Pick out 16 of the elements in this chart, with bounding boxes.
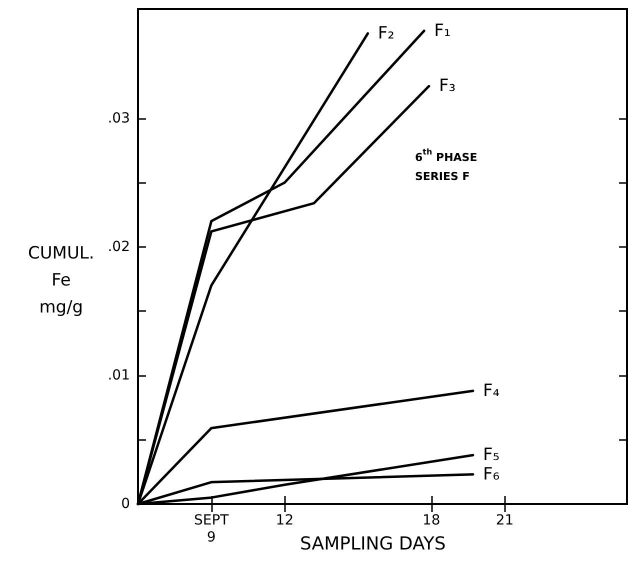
series-label: F₅ xyxy=(482,445,500,466)
series-label: F₄ xyxy=(482,380,500,401)
x-axis-title: SAMPLING DAYS xyxy=(300,534,446,554)
x-tick-label: SEPT 9 xyxy=(194,512,230,546)
series-label: F₁ xyxy=(434,20,451,41)
y-axis-title: CUMUL. Fe mg/g xyxy=(28,244,94,318)
x-tick-label: 21 xyxy=(496,512,514,528)
y-tick-label: .03 xyxy=(108,110,130,126)
y-tick-label: 0 xyxy=(121,496,130,512)
series-label: F₆ xyxy=(482,464,500,484)
y-tick-label: .01 xyxy=(108,367,130,384)
y-tick-label: .02 xyxy=(108,238,130,255)
series-label: F₃ xyxy=(438,76,456,96)
series-label: F₂ xyxy=(378,23,394,44)
x-tick-label: 18 xyxy=(422,512,440,528)
x-tick-label: 12 xyxy=(276,512,294,528)
